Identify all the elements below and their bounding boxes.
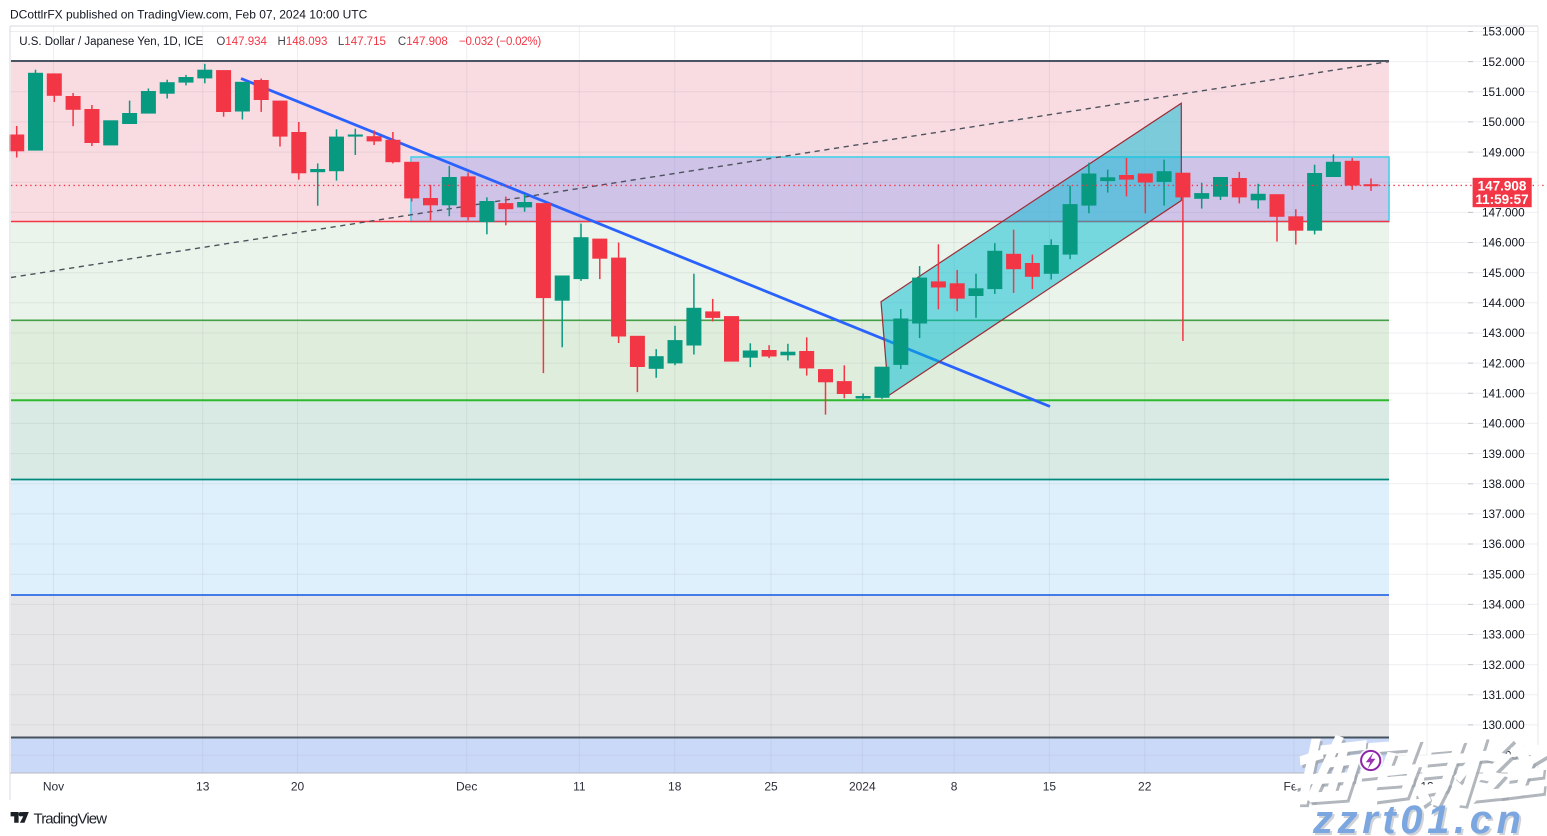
svg-text:C147.908: C147.908 — [398, 36, 448, 48]
svg-text:18: 18 — [668, 780, 682, 794]
svg-text:139.000: 139.000 — [1482, 447, 1525, 461]
svg-text:15: 15 — [1043, 780, 1057, 794]
svg-text:142.000: 142.000 — [1482, 356, 1525, 370]
svg-text:132.000: 132.000 — [1482, 658, 1525, 672]
svg-text:U.S. Dollar / Japanese Yen, 1D: U.S. Dollar / Japanese Yen, 1D, ICE — [19, 36, 203, 48]
svg-text:135.000: 135.000 — [1482, 567, 1525, 581]
svg-text:22: 22 — [1138, 780, 1152, 794]
svg-text:150.000: 150.000 — [1482, 115, 1525, 129]
svg-text:151.000: 151.000 — [1482, 85, 1525, 99]
svg-text:130.000: 130.000 — [1482, 718, 1525, 732]
svg-text:2024: 2024 — [849, 780, 876, 794]
svg-text:O147.934: O147.934 — [216, 36, 267, 48]
svg-text:Dec: Dec — [456, 780, 477, 794]
svg-text:H148.093: H148.093 — [278, 36, 328, 48]
svg-text:−0.032 (−0.02%): −0.032 (−0.02%) — [459, 36, 541, 48]
svg-text:152.000: 152.000 — [1482, 55, 1525, 69]
svg-text:L147.715: L147.715 — [338, 36, 386, 48]
svg-text:147.908: 147.908 — [1478, 179, 1527, 194]
svg-text:134.000: 134.000 — [1482, 598, 1525, 612]
svg-text:145.000: 145.000 — [1482, 266, 1525, 280]
svg-text:TradingView: TradingView — [34, 811, 108, 828]
svg-text:131.000: 131.000 — [1482, 688, 1525, 702]
svg-text:8: 8 — [951, 780, 958, 794]
svg-text:136.000: 136.000 — [1482, 537, 1525, 551]
svg-text:147.000: 147.000 — [1482, 206, 1525, 220]
svg-text:143.000: 143.000 — [1482, 326, 1525, 340]
svg-text:11: 11 — [573, 780, 586, 794]
svg-text:20: 20 — [291, 780, 305, 794]
svg-text:141.000: 141.000 — [1482, 387, 1525, 401]
svg-text:146.000: 146.000 — [1482, 236, 1525, 250]
svg-text:DCottlrFX published on Trading: DCottlrFX published on TradingView.com, … — [10, 8, 368, 22]
svg-text:149.000: 149.000 — [1482, 145, 1525, 159]
svg-text:zzrt01.cn: zzrt01.cn — [1312, 798, 1526, 836]
svg-text:11:59:57: 11:59:57 — [1475, 192, 1528, 207]
svg-text:140.000: 140.000 — [1482, 417, 1525, 431]
svg-text:25: 25 — [764, 780, 778, 794]
svg-text:zzrt01.cn: zzrt01.cn — [1314, 800, 1528, 836]
svg-text:144.000: 144.000 — [1482, 296, 1525, 310]
svg-text:13: 13 — [196, 780, 210, 794]
svg-text:138.000: 138.000 — [1482, 477, 1525, 491]
svg-text:137.000: 137.000 — [1482, 507, 1525, 521]
svg-text:Nov: Nov — [43, 780, 64, 794]
svg-text:133.000: 133.000 — [1482, 628, 1525, 642]
svg-text:153.000: 153.000 — [1482, 25, 1525, 39]
